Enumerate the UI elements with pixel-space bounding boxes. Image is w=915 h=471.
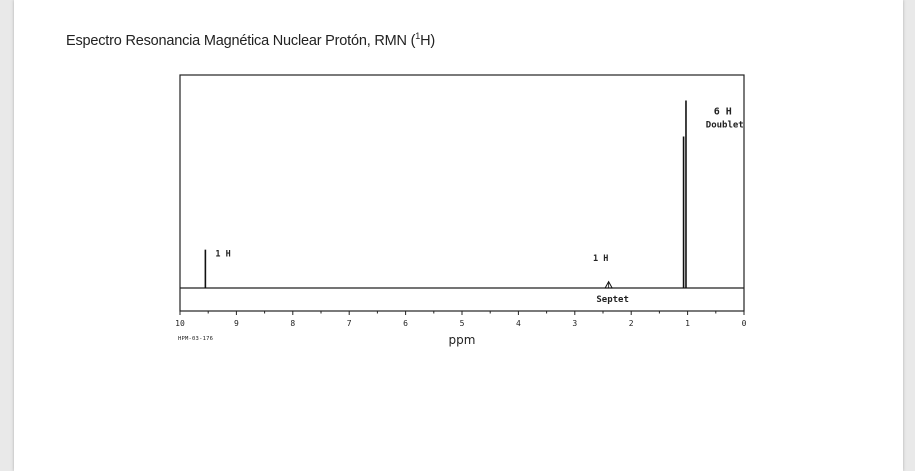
peak-integration: 1 H [593,254,608,264]
x-tick-label: 10 [175,319,185,328]
x-tick-label: 6 [403,319,408,328]
spectrum-code: HPM-03-176 [178,336,213,342]
x-tick-label: 5 [460,319,465,328]
x-tick-label: 8 [290,319,295,328]
x-tick-label: 4 [516,319,521,328]
x-axis-tick-labels: 10 9 8 7 6 5 4 3 2 1 0 [175,319,746,328]
x-axis-label: ppm [449,333,476,347]
plot-frame [180,75,744,311]
peak-multiplicity: Septet [596,295,629,305]
x-axis-ticks [180,311,744,315]
x-tick-label: 2 [629,319,634,328]
x-tick-label: 3 [572,319,577,328]
peak-integration: 6 H [714,107,732,118]
peak-integration: 1 H [215,250,230,260]
x-tick-label: 7 [347,319,352,328]
peaks: 1 H 1 H Septet 6 H Doublet [205,101,743,305]
peak-multiplicity: Doublet [706,121,744,131]
x-tick-label: 9 [234,319,239,328]
x-tick-label: 1 [685,319,690,328]
x-tick-label: 0 [742,319,747,328]
